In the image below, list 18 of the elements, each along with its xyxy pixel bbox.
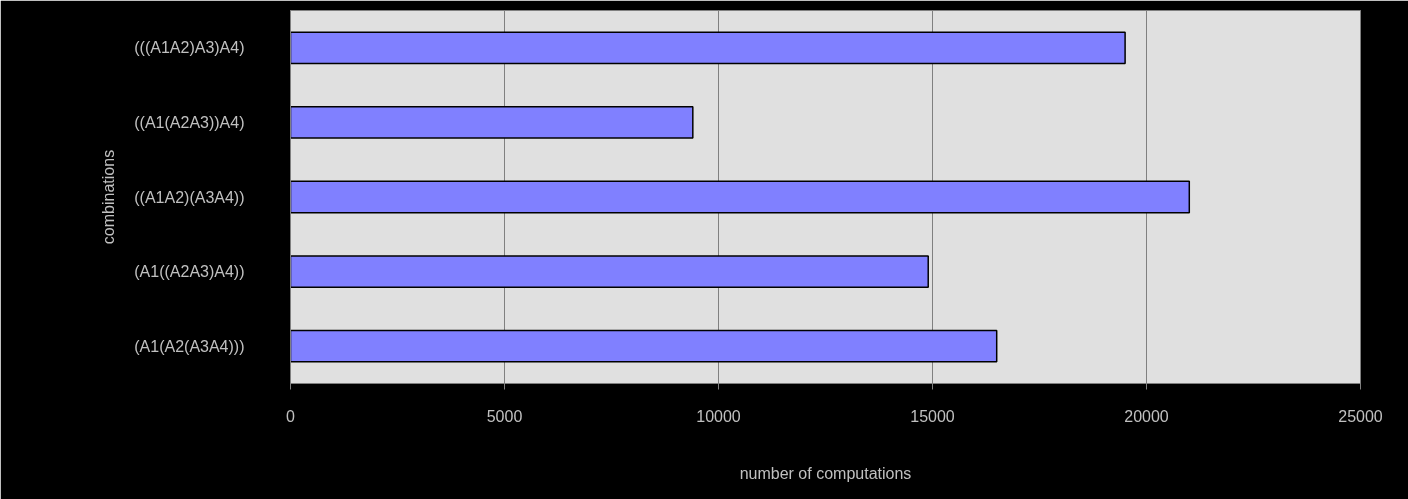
y-tick-label: ((A1(A2A3))A4) [134,113,245,131]
y-tick-label: (A1((A2A3)A4)) [134,263,245,281]
x-tick-label: 5000 [486,407,523,425]
x-axis-title: number of computations [739,464,912,482]
x-tick-label: 0 [286,407,296,425]
y-tick-label: (((A1A2)A3)A4) [134,39,245,57]
bar [290,329,998,363]
bar [290,105,694,139]
y-tick-label: ((A1A2)(A3A4)) [134,188,245,206]
bar [290,180,1191,214]
x-tick-label: 15000 [910,407,955,425]
y-tick-label: (A1(A2(A3A4))) [134,337,245,355]
bar [290,255,929,289]
bar [290,31,1126,65]
y-axis-title: combinations [100,149,118,245]
x-tick-label: 25000 [1338,407,1383,425]
x-tick-label: 20000 [1124,407,1169,425]
x-tick-label: 10000 [696,407,741,425]
